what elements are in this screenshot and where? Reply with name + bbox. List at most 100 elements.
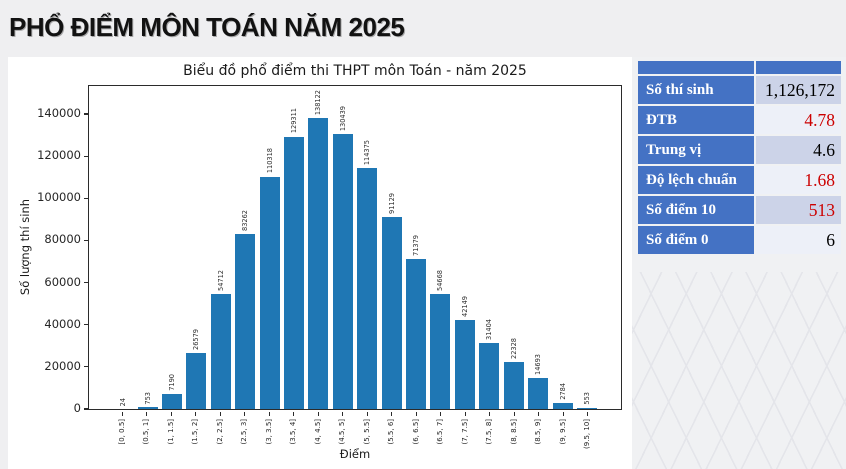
x-tick-mark xyxy=(587,412,589,416)
x-tick: (7, 7.5] xyxy=(453,412,478,462)
y-tick-label: 20000 xyxy=(44,358,81,373)
bar xyxy=(162,393,183,409)
x-tick: (1.5, 2] xyxy=(184,412,209,462)
x-tick: (1, 1.5] xyxy=(159,412,184,462)
bar-value-label: 24 xyxy=(119,397,128,406)
y-tick-mark xyxy=(84,366,89,368)
x-tick-label: (4, 4.5] xyxy=(313,419,322,445)
bar-cell: 83262 xyxy=(233,86,257,409)
bar-value-label: 22328 xyxy=(509,337,518,359)
bar-cell: 110318 xyxy=(257,86,281,409)
bar xyxy=(259,176,280,409)
x-tick-label: (7, 7.5] xyxy=(460,419,469,445)
bar-value-label: 753 xyxy=(143,391,152,405)
x-tick-mark xyxy=(317,412,319,416)
bar xyxy=(210,293,231,409)
bar xyxy=(430,293,451,409)
x-tick-mark xyxy=(170,412,172,416)
bar xyxy=(332,134,353,409)
bars-container: 24 753 7190 26579 54712 83262 110318 129311 1381… xyxy=(89,86,621,409)
y-tick-mark xyxy=(84,408,89,410)
bar-value-label: 83262 xyxy=(241,209,250,231)
bar-cell: 2784 xyxy=(550,86,574,409)
chart-title: Biểu đồ phổ điểm thi THPT môn Toán - năm… xyxy=(183,63,527,79)
y-tick-mark xyxy=(84,197,89,199)
x-tick-mark xyxy=(219,412,221,416)
stats-panel: Số thí sinh 1,126,172 ĐTB 4.78 Trung vị 4.6 Độ… xyxy=(632,57,846,469)
y-tick-mark xyxy=(84,155,89,157)
stat-label: ĐTB xyxy=(638,106,754,134)
bar-cell: 71379 xyxy=(404,86,428,409)
bar-cell: 91129 xyxy=(379,86,403,409)
stat-value: 1,126,172 xyxy=(756,76,841,104)
x-tick-label: (4.5, 5] xyxy=(338,419,347,445)
y-axis-label: Số lượng thí sinh xyxy=(18,198,32,296)
table-row: Số thí sinh 1,126,172 xyxy=(638,76,841,104)
x-tick-label: (0.5, 1] xyxy=(142,419,151,445)
x-tick-label: (1.5, 2] xyxy=(191,419,200,445)
bar-value-label: 14693 xyxy=(534,354,543,376)
stat-value: 1.68 xyxy=(756,166,841,194)
x-tick-mark xyxy=(244,412,246,416)
bar xyxy=(284,136,305,409)
bar-value-label: 42149 xyxy=(460,296,469,318)
x-tick-label: (7.5, 8] xyxy=(485,419,494,445)
x-tick-label: (8.5, 9] xyxy=(534,419,543,445)
bar xyxy=(137,407,158,409)
x-tick-mark xyxy=(440,412,442,416)
x-tick-mark xyxy=(121,412,123,416)
table-row: Độ lệch chuẩn 1.68 xyxy=(638,166,841,194)
x-tick-label: (6, 6.5] xyxy=(411,419,420,445)
x-tick-label: (3.5, 4] xyxy=(289,419,298,445)
bar-value-label: 7190 xyxy=(168,374,177,391)
x-tick-mark xyxy=(489,412,491,416)
bar-value-label: 553 xyxy=(582,392,591,405)
bar-cell: 24 xyxy=(111,86,135,409)
bar xyxy=(552,403,573,409)
y-tick-label: 100000 xyxy=(37,190,81,205)
bar xyxy=(357,168,378,409)
x-tick-label: (2.5, 3] xyxy=(240,419,249,445)
x-tick: (5.5, 6] xyxy=(380,412,405,462)
bar xyxy=(479,342,500,409)
bar-cell: 31404 xyxy=(477,86,501,409)
chart-figure: Biểu đồ phổ điểm thi THPT môn Toán - năm… xyxy=(8,57,632,469)
stat-label: Trung vị xyxy=(638,136,754,164)
stat-label: Số điểm 0 xyxy=(638,226,754,254)
table-row: Trung vị 4.6 xyxy=(638,136,841,164)
x-tick-mark xyxy=(268,412,270,416)
bar-cell: 138122 xyxy=(306,86,330,409)
x-tick-label: (6.5, 7] xyxy=(436,419,445,445)
x-tick-mark xyxy=(538,412,540,416)
x-tick: (9, 9.5] xyxy=(551,412,576,462)
x-tick-label: (2, 2.5] xyxy=(215,419,224,445)
x-tick-label: (5, 5.5] xyxy=(362,419,371,445)
plot-area: 24 753 7190 26579 54712 83262 110318 129311 1381… xyxy=(37,85,622,415)
x-tick: (8, 8.5] xyxy=(502,412,527,462)
y-tick-label: 120000 xyxy=(37,148,81,163)
stat-label: Số điểm 10 xyxy=(638,196,754,224)
bar-value-label: 91129 xyxy=(387,193,396,214)
x-tick: (7.5, 8] xyxy=(478,412,503,462)
x-tick-mark xyxy=(391,412,393,416)
page-title: PHỔ ĐIỂM MÔN TOÁN NĂM 2025 xyxy=(9,12,405,42)
y-tick-mark xyxy=(84,239,89,242)
bar-cell: 129311 xyxy=(282,86,306,409)
x-tick-label: [0, 0.5] xyxy=(117,419,126,445)
bar-value-label: 31404 xyxy=(485,318,494,340)
bar-cell: 42149 xyxy=(453,86,477,409)
x-tick-mark xyxy=(513,412,515,416)
x-tick: (6.5, 7] xyxy=(429,412,454,462)
x-tick: (2.5, 3] xyxy=(233,412,258,462)
x-tick-label: (3, 3.5] xyxy=(264,419,273,445)
bar-value-label: 110318 xyxy=(265,148,274,174)
y-tick-mark xyxy=(84,113,89,115)
x-tick-mark xyxy=(366,412,368,416)
bar xyxy=(528,378,549,409)
x-tick: [0, 0.5] xyxy=(110,412,135,462)
x-tick: (3, 3.5] xyxy=(257,412,282,462)
bar-value-label: 26579 xyxy=(192,329,201,350)
x-tick: (4.5, 5] xyxy=(331,412,356,462)
bar xyxy=(186,353,207,409)
bar-cell: 130439 xyxy=(331,86,355,409)
